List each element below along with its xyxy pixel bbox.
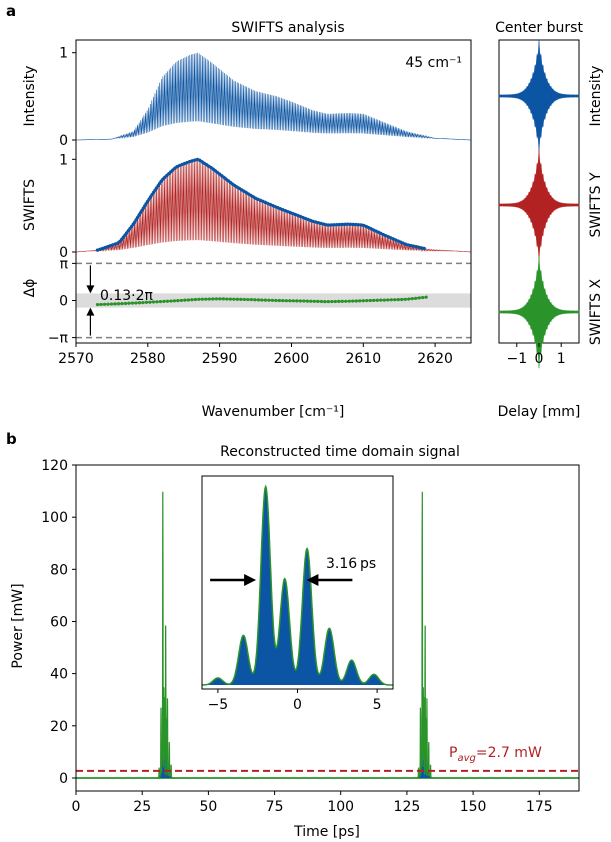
inset-line [202,484,393,686]
xtick-label: 2580 [130,351,166,367]
phase-subplot: −π 0 π [48,256,471,347]
avg-label-main: P [449,745,457,761]
burst-label-swifts-y: SWIFTS Y [588,172,604,238]
wavenumber-annotation: 45 cm⁻¹ [405,55,462,71]
inset-x-ticks: −5 0 5 [208,689,382,713]
burst-xtick-label: 1 [557,351,566,367]
avg-power-label: Pavg=2.7 mW [449,745,542,764]
ytick-label: 1 [59,46,68,62]
time-xtick-label: 100 [327,799,354,815]
phase-line [97,296,427,306]
time-ytick-label: 20 [50,719,68,735]
intensity-ylabel: Intensity [22,66,38,127]
xtick-label: 2610 [345,351,381,367]
burst-xlabel: Delay [mm] [498,404,581,420]
xtick-label: 2620 [417,351,453,367]
time-ytick-label: 0 [59,771,68,787]
xtick-label: 2600 [274,351,310,367]
time-xtick-label: 175 [526,799,553,815]
panel-label-a: a [6,2,16,20]
time-xtick-label: 50 [199,799,217,815]
inset-xtick-label: −5 [208,697,229,713]
time-ytick-label: 60 [50,615,68,631]
phase-ylabel: Δϕ [22,279,38,298]
time-xtick-label: 75 [266,799,284,815]
inset-xtick-label: 0 [293,697,302,713]
swifts-subplot: 01 [59,152,472,261]
inset-annotation: 3.16 ps [326,556,376,572]
time-ylabel: Power [mW] [10,583,26,668]
ytick-label: 0 [59,245,68,261]
width-arrow-left-head [244,574,257,586]
ytick-label: 1 [59,152,68,168]
panel-label-b: b [6,430,17,448]
avg-label-rest: =2.7 mW [476,745,542,761]
swifts-xlabel: Wavenumber [cm⁻¹] [202,404,345,420]
phase-ytick-label: 0 [59,294,68,310]
phase-annotation: 0.13·2π [100,288,154,304]
xtick-label: 2570 [58,351,94,367]
pulse-line [413,491,435,779]
time-ytick-label: 120 [41,458,68,474]
phase-arrow-bottom-head [86,307,95,316]
time-xtick-label: 0 [72,799,81,815]
time-series [76,491,579,780]
swifts-frame [75,39,472,344]
phase-arrow-top-head [86,285,95,294]
swifts-dots-line [97,158,426,252]
swifts-x-ticks: 2570 2580 2590 2600 2610 2620 [58,343,453,367]
swifts-analysis-plot: SWIFTS analysis 01 01 −π0π 45 cm⁻¹ Inten… [22,20,472,420]
inset-xtick-label: 5 [373,697,382,713]
time-ytick-label: 40 [50,667,68,683]
inset-background [202,476,393,689]
burst-x-ticks: −1 0 1 [506,343,566,367]
time-xtick-label: 150 [460,799,487,815]
intensity-comb [76,52,471,141]
burst-xtick-label: 0 [535,351,544,367]
swifts-ylabel: SWIFTS [22,179,38,231]
pulse-line [154,491,176,780]
inset-plot: −5 0 5 3.16 ps [201,475,394,713]
time-ytick-label: 80 [50,562,68,578]
time-title: Reconstructed time domain signal [220,444,460,460]
time-xtick-label: 125 [394,799,421,815]
phase-ytick-label: −π [48,331,69,347]
burst-label-swifts-x: SWIFTS X [588,279,604,346]
burst-title: Center burst [495,20,583,36]
time-frame [75,464,580,792]
ytick-label: 0 [59,133,68,149]
time-xlabel: Time [ps] [293,824,360,840]
time-domain-plot: Reconstructed time domain signal Power [… [10,444,580,840]
burst-label-intensity: Intensity [588,66,604,127]
intensity-subplot: 01 [59,46,471,149]
burst-xtick-label: −1 [506,351,527,367]
phase-ytick-label: π [60,256,69,272]
burst-traces [498,39,580,369]
width-arrow-right-head [306,574,319,586]
time-ytick-label: 100 [41,510,68,526]
inset-series [202,484,393,686]
time-xtick-label: 25 [133,799,151,815]
swifts-title: SWIFTS analysis [231,20,344,36]
center-burst-plot: Center burst Intensity SWIFTS Y SWIFTS X… [495,20,604,420]
avg-label-sub: avg [457,753,475,764]
xtick-label: 2590 [202,351,238,367]
